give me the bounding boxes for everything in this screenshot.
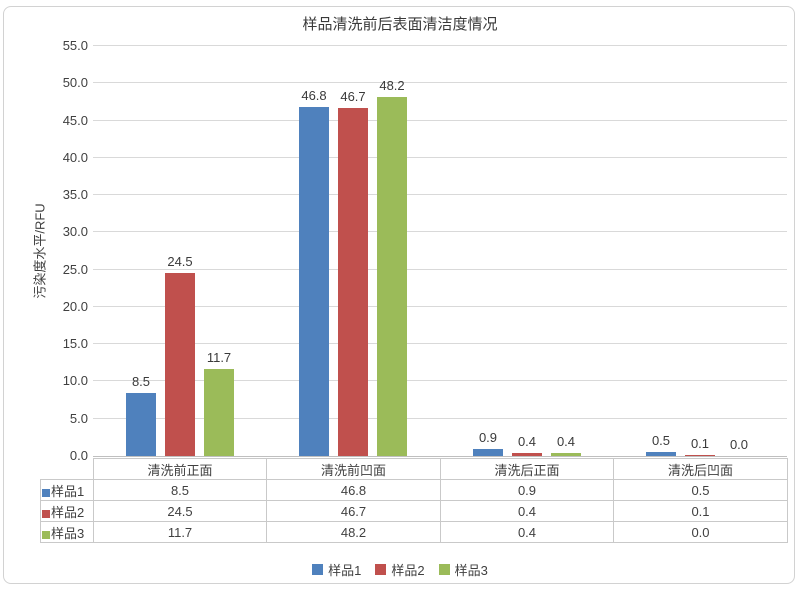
series-label-cell: 样品1 bbox=[40, 479, 94, 501]
bar-样品3-清洗前正面 bbox=[204, 369, 234, 456]
bar-value-label: 0.9 bbox=[478, 430, 498, 445]
bar-样品2-清洗后凹面 bbox=[685, 455, 715, 456]
table-value-cell: 24.5 bbox=[93, 500, 267, 522]
category-header: 清洗后正面 bbox=[440, 458, 614, 480]
bar-样品1-清洗前凹面 bbox=[299, 107, 329, 456]
bar-样品3-清洗前凹面 bbox=[377, 97, 407, 456]
gridline bbox=[93, 157, 787, 158]
legend-swatch-icon bbox=[312, 564, 324, 575]
bar-value-label: 46.7 bbox=[340, 89, 366, 104]
y-axis-title-text: 污染度水平/RFU bbox=[32, 203, 48, 299]
series-key-icon bbox=[42, 530, 50, 539]
y-tick-label: 45.0 bbox=[62, 113, 88, 128]
table-corner-cell bbox=[41, 459, 94, 480]
bar-value-label: 0.4 bbox=[556, 434, 576, 449]
legend: 样品1 样品2 样品3 bbox=[0, 560, 800, 579]
table-value-cell: 0.1 bbox=[613, 500, 788, 522]
y-tick-label: 10.0 bbox=[62, 373, 88, 388]
table-row: 样品1 8.5 46.8 0.9 0.5 bbox=[40, 479, 788, 501]
bar-value-label: 46.8 bbox=[301, 88, 327, 103]
y-tick-label: 0.0 bbox=[69, 448, 88, 463]
bar-样品2-清洗前凹面 bbox=[338, 108, 368, 456]
y-tick-label: 20.0 bbox=[62, 299, 88, 314]
series-key-icon bbox=[42, 509, 50, 518]
table-value-cell: 48.2 bbox=[266, 521, 441, 543]
legend-swatch-icon bbox=[375, 564, 387, 575]
gridline bbox=[93, 120, 787, 121]
plot-area: 8.5 46.8 0.9 0.5 24.5 46.7 0.4 0.1 11.7 48.2 0.4 0.… bbox=[93, 45, 787, 457]
table-header-row: 清洗前正面 清洗前凹面 清洗后正面 清洗后凹面 bbox=[41, 458, 788, 480]
y-tick-label: 40.0 bbox=[62, 150, 88, 165]
table-value-cell: 46.8 bbox=[266, 479, 441, 501]
table-value-cell: 0.5 bbox=[613, 479, 788, 501]
legend-item-样品1: 样品1 bbox=[312, 560, 361, 579]
category-header: 清洗前正面 bbox=[93, 458, 267, 480]
bar-value-label: 0.1 bbox=[690, 436, 710, 451]
bar-value-label: 48.2 bbox=[379, 78, 405, 93]
bar-value-label: 11.7 bbox=[206, 350, 232, 365]
y-tick-label: 35.0 bbox=[62, 187, 88, 202]
bar-value-label: 24.5 bbox=[167, 254, 193, 269]
y-tick-label: 25.0 bbox=[62, 262, 88, 277]
category-header: 清洗前凹面 bbox=[266, 458, 441, 480]
y-tick-label: 5.0 bbox=[69, 411, 88, 426]
table-value-cell: 0.0 bbox=[613, 521, 788, 543]
y-tick-label: 30.0 bbox=[62, 224, 88, 239]
x-axis-line bbox=[93, 456, 787, 457]
gridline bbox=[93, 194, 787, 195]
bar-样品2-清洗前正面 bbox=[165, 273, 195, 456]
bar-value-label: 0.4 bbox=[517, 434, 537, 449]
table-value-cell: 8.5 bbox=[93, 479, 267, 501]
legend-item-样品2: 样品2 bbox=[375, 560, 425, 579]
gridline bbox=[93, 418, 787, 419]
gridline bbox=[93, 306, 787, 307]
bar-value-label: 8.5 bbox=[131, 374, 151, 389]
y-tick-label: 50.0 bbox=[62, 75, 88, 90]
series-label-cell: 样品3 bbox=[40, 521, 94, 543]
bar-样品1-清洗前正面 bbox=[126, 393, 156, 456]
bar-value-label: 0.5 bbox=[651, 433, 671, 448]
chart-title: 样品清洗前后表面清洁度情况 bbox=[302, 16, 498, 33]
y-tick-label: 15.0 bbox=[62, 336, 88, 351]
table-value-cell: 0.4 bbox=[440, 521, 614, 543]
legend-label: 样品2 bbox=[391, 563, 425, 578]
series-key-icon bbox=[42, 488, 50, 497]
bar-样品1-清洗后凹面 bbox=[646, 452, 676, 456]
bar-样品1-清洗后正面 bbox=[473, 449, 503, 456]
table-value-cell: 46.7 bbox=[266, 500, 441, 522]
gridline bbox=[93, 231, 787, 232]
series-label-cell: 样品2 bbox=[40, 500, 94, 522]
gridline bbox=[93, 82, 787, 83]
legend-swatch-icon bbox=[438, 564, 450, 575]
bar-value-label: 0.0 bbox=[729, 437, 749, 452]
legend-item-样品3: 样品3 bbox=[438, 560, 488, 579]
table-row: 样品2 24.5 46.7 0.4 0.1 bbox=[40, 500, 788, 522]
table-value-cell: 0.9 bbox=[440, 479, 614, 501]
bar-样品3-清洗后正面 bbox=[551, 453, 581, 456]
table-row: 样品3 11.7 48.2 0.4 0.0 bbox=[40, 521, 788, 543]
gridline bbox=[93, 380, 787, 381]
gridline bbox=[93, 269, 787, 270]
gridline bbox=[93, 343, 787, 344]
bar-样品2-清洗后正面 bbox=[512, 453, 542, 456]
table-value-cell: 11.7 bbox=[93, 521, 267, 543]
data-table: 清洗前正面 清洗前凹面 清洗后正面 清洗后凹面 样品1 8.5 46.8 0.9 0.5 样品2 2… bbox=[40, 458, 788, 543]
table-value-cell: 0.4 bbox=[440, 500, 614, 522]
legend-label: 样品1 bbox=[328, 563, 362, 578]
category-header: 清洗后凹面 bbox=[613, 458, 788, 480]
y-tick-label: 55.0 bbox=[62, 38, 88, 53]
legend-label: 样品3 bbox=[454, 563, 488, 578]
gridline bbox=[93, 45, 787, 46]
